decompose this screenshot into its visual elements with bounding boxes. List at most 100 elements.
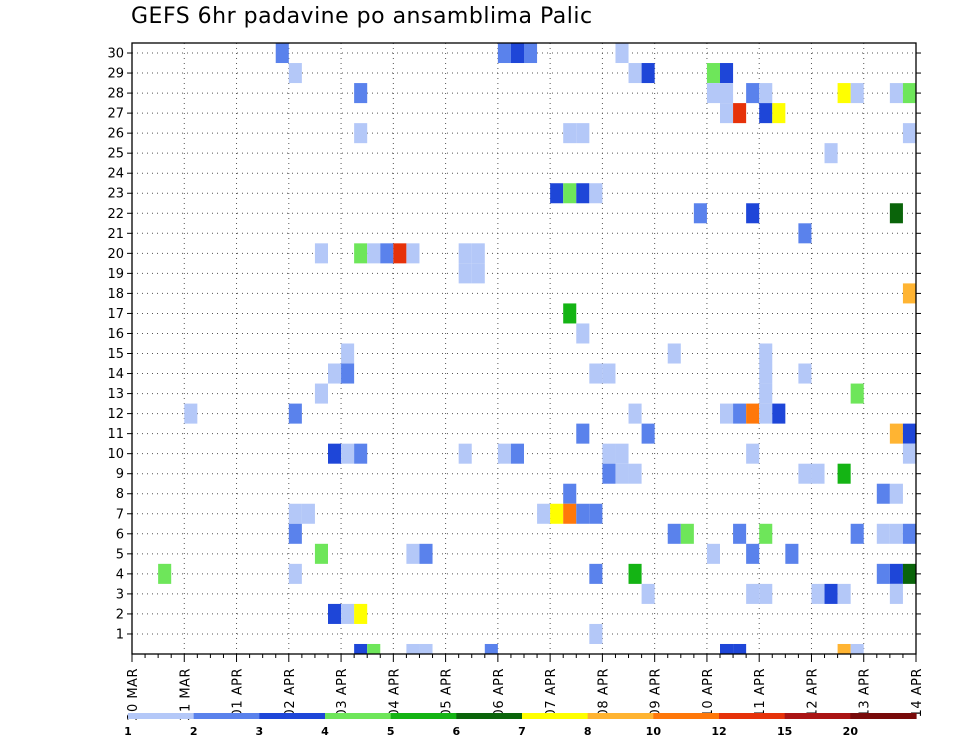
heatmap-cell [471,263,485,284]
y-tick-label: 17 [107,307,124,322]
heatmap-cell [785,543,799,564]
heatmap-cell [275,43,289,64]
heatmap-cell [876,483,890,504]
heatmap-cell [902,83,916,104]
y-tick-label: 3 [116,587,124,602]
y-tick-label: 7 [116,507,124,522]
x-tick-label: 09 APR [649,668,664,717]
heatmap-cell [889,203,903,224]
heatmap-cell [589,503,603,524]
heatmap-cell [837,463,851,484]
heatmap-cell [628,403,642,424]
heatmap-cell [720,83,734,104]
heatmap-cell [510,443,524,464]
heatmap-cell [576,503,590,524]
x-tick-label: 01 APR [231,668,246,717]
heatmap-cell [746,543,760,564]
heatmap-cell [563,123,577,144]
y-tick-label: 21 [107,227,124,242]
heatmap-cell [798,463,812,484]
heatmap-cell [602,463,616,484]
y-tick-label: 1 [116,627,124,642]
heatmap-cell [524,43,538,64]
heatmap-cell [850,383,864,404]
heatmap-cell [889,563,903,584]
heatmap-cell [706,543,720,564]
heatmap-cell [589,363,603,384]
colorbar-segment [587,713,654,719]
y-tick-label: 16 [107,327,124,342]
y-tick-label: 22 [107,207,124,222]
y-tick-label: 5 [116,547,124,562]
heatmap-cell [510,43,524,64]
heatmap-cell [458,263,472,284]
heatmap-cell [667,343,681,364]
y-tick-label: 28 [107,87,124,102]
y-tick-label: 26 [107,127,124,142]
heatmap-cell [876,563,890,584]
heatmap-cell [733,643,747,654]
heatmap-cell [458,443,472,464]
colorbar-segment [128,713,195,719]
x-tick-label: 31 MAR [178,668,193,721]
colorbar-segment [850,713,917,719]
heatmap-cell [902,283,916,304]
heatmap-cell [341,343,355,364]
colorbar-segment [456,713,523,719]
heatmap-cell [798,223,812,244]
heatmap-cell [850,523,864,544]
heatmap-cell [419,643,433,654]
heatmap-cell [328,363,342,384]
heatmap-cell [706,63,720,84]
x-tick-label: 07 APR [544,668,559,717]
y-tick-label: 15 [107,347,124,362]
heatmap-cell [393,243,407,264]
heatmap-cell [484,643,498,654]
heatmap-cell [889,83,903,104]
heatmap-cell [184,403,198,424]
heatmap-cell [367,643,381,654]
heatmap-cell [158,563,172,584]
heatmap-cell [354,643,368,654]
heatmap-cell [602,443,616,464]
heatmap-cell [837,83,851,104]
heatmap-cell [733,523,747,544]
heatmap-cell [772,103,786,124]
heatmap-cell [341,443,355,464]
heatmap-cell [354,83,368,104]
colorbar-segment [259,713,326,719]
y-tick-label: 27 [107,107,124,122]
colorbar-label: 3 [256,725,264,738]
heatmap-cell [288,563,302,584]
x-tick-label: 06 APR [492,668,507,717]
colorbar-label: 2 [190,725,198,738]
y-tick-label: 24 [107,167,124,182]
y-tick-label: 20 [107,247,124,262]
heatmap-cell [772,403,786,424]
y-tick-label: 6 [116,527,124,542]
y-tick-label: 4 [116,567,124,582]
heatmap-cell [902,123,916,144]
x-tick-label: 02 APR [283,668,298,717]
heatmap-cell [889,523,903,544]
heatmap-cell [720,103,734,124]
heatmap-cell [759,403,773,424]
heatmap-cell [889,423,903,444]
heatmap-cell [550,503,564,524]
heatmap-cell [902,443,916,464]
heatmap-cell [406,243,420,264]
y-tick-label: 10 [107,447,124,462]
colorbar-label: 5 [387,725,395,738]
colorbar-label: 1 [124,725,132,738]
heatmap-cell [759,83,773,104]
heatmap-cell [314,383,328,404]
heatmap-cell [576,123,590,144]
heatmap-cell [354,603,368,624]
y-tick-label: 25 [107,147,124,162]
heatmap-cell [354,443,368,464]
heatmap-cell [837,583,851,604]
y-tick-label: 14 [107,367,124,382]
colorbar-segment [390,713,457,719]
heatmap-cell [602,363,616,384]
heatmap-cell [367,243,381,264]
